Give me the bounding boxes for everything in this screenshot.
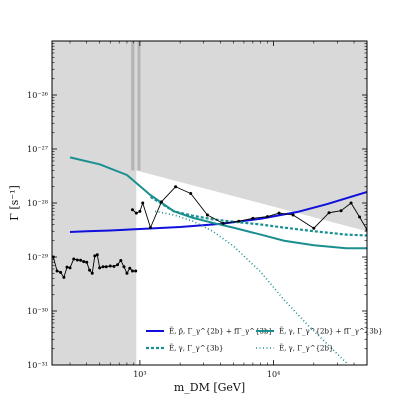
data-point bbox=[104, 265, 108, 269]
data-point bbox=[358, 215, 362, 219]
data-point bbox=[68, 266, 72, 270]
legend-label: Ẽ, γ, Γ_γ^{2b} + fΓ_γ^{3b} bbox=[279, 327, 383, 336]
excluded-region bbox=[52, 41, 367, 365]
data-point bbox=[189, 191, 193, 195]
y-tick-label: 10⁻²⁹ bbox=[27, 253, 49, 262]
series-layer bbox=[52, 156, 367, 365]
data-point bbox=[174, 185, 178, 189]
x-tick-label: 10³ bbox=[133, 370, 146, 379]
data-point bbox=[93, 254, 97, 258]
series-line-4 bbox=[154, 210, 349, 365]
y-tick-label: 10⁻²⁶ bbox=[27, 91, 48, 100]
data-point bbox=[291, 213, 295, 217]
series-line-3 bbox=[149, 195, 367, 237]
data-point bbox=[134, 269, 138, 273]
y-tick-label: 10⁻³⁰ bbox=[27, 307, 48, 316]
data-point bbox=[134, 211, 138, 215]
data-point bbox=[112, 264, 116, 268]
y-axis-label: Γ [s⁻¹] bbox=[8, 185, 21, 221]
data-point bbox=[116, 263, 120, 267]
data-point bbox=[108, 264, 112, 268]
data-point bbox=[327, 211, 331, 215]
data-point bbox=[130, 269, 134, 273]
data-point bbox=[65, 265, 69, 269]
data-point bbox=[119, 259, 123, 263]
data-point bbox=[312, 226, 316, 230]
exclusion-band-1 bbox=[131, 41, 135, 171]
data-point bbox=[75, 258, 79, 262]
data-point bbox=[125, 271, 129, 275]
excluded-region-layer bbox=[52, 41, 367, 365]
data-point bbox=[82, 260, 86, 264]
tick-layer: 10⁻²⁶ 10⁻²⁷ 10⁻²⁸ 10⁻²⁹ 10⁻³⁰ 10⁻³¹ 10³ 10⁴ bbox=[27, 40, 367, 379]
data-point bbox=[85, 260, 89, 264]
data-point bbox=[277, 211, 281, 215]
data-point bbox=[90, 271, 94, 275]
x-tick-label: 10⁴ bbox=[267, 370, 280, 379]
data-point bbox=[88, 268, 92, 272]
data-point bbox=[128, 266, 132, 270]
data-point bbox=[101, 265, 105, 269]
y-tick-label: 10⁻³¹ bbox=[27, 361, 48, 370]
data-point bbox=[59, 270, 63, 274]
data-point bbox=[148, 226, 152, 230]
data-point bbox=[339, 209, 343, 213]
data-point bbox=[251, 216, 255, 220]
data-point bbox=[95, 253, 99, 257]
y-tick-label: 10⁻²⁸ bbox=[27, 199, 48, 208]
data-point bbox=[98, 266, 102, 270]
series-line-2 bbox=[69, 156, 367, 250]
data-point bbox=[62, 275, 66, 279]
data-point bbox=[138, 209, 142, 213]
y-tick-label: 10⁻²⁷ bbox=[27, 145, 48, 154]
data-point bbox=[159, 200, 163, 204]
data-point bbox=[349, 201, 353, 205]
data-point bbox=[72, 257, 76, 261]
data-point bbox=[130, 208, 134, 212]
data-point bbox=[141, 201, 145, 205]
data-point bbox=[55, 269, 59, 273]
data-point bbox=[265, 215, 269, 219]
legend-label: Ẽ, p̄, Γ_γ^{2b} + fΓ_γ^{3b} bbox=[169, 327, 273, 336]
legend-label: Ẽ, γ, Γ_γ^{3b} bbox=[169, 344, 223, 353]
data-point bbox=[205, 213, 209, 217]
legend: Ẽ, p̄, Γ_γ^{2b} + fΓ_γ^{3b} Ẽ, γ, Γ_γ^{2b… bbox=[146, 327, 383, 353]
data-point bbox=[237, 219, 241, 223]
data-point bbox=[79, 258, 83, 262]
data-point bbox=[122, 265, 126, 269]
data-point bbox=[221, 221, 225, 225]
legend-label: Ẽ, γ, Γ_γ^{2b} bbox=[279, 344, 333, 353]
x-axis-label: m_DM [GeV] bbox=[174, 381, 245, 394]
series-line-1 bbox=[69, 191, 367, 234]
exclusion-band-2 bbox=[137, 41, 141, 171]
